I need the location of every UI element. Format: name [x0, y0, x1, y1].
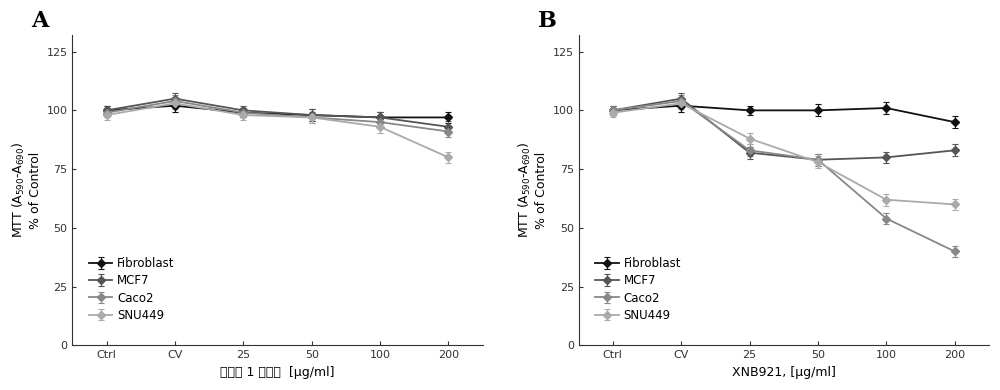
Text: A: A	[31, 10, 49, 32]
X-axis label: XNB921, [μg/ml]: XNB921, [μg/ml]	[732, 366, 836, 379]
Y-axis label: MTT (A$_{590}$-A$_{690}$)
% of Control: MTT (A$_{590}$-A$_{690}$) % of Control	[517, 142, 548, 238]
Legend: Fibroblast, MCF7, Caco2, SNU449: Fibroblast, MCF7, Caco2, SNU449	[593, 255, 683, 324]
X-axis label: 比较例 1 提取物  [μg/ml]: 比较例 1 提取物 [μg/ml]	[220, 366, 335, 379]
Y-axis label: MTT (A$_{590}$-A$_{690}$)
% of Control: MTT (A$_{590}$-A$_{690}$) % of Control	[11, 142, 42, 238]
Legend: Fibroblast, MCF7, Caco2, SNU449: Fibroblast, MCF7, Caco2, SNU449	[86, 255, 177, 324]
Text: B: B	[538, 10, 556, 32]
